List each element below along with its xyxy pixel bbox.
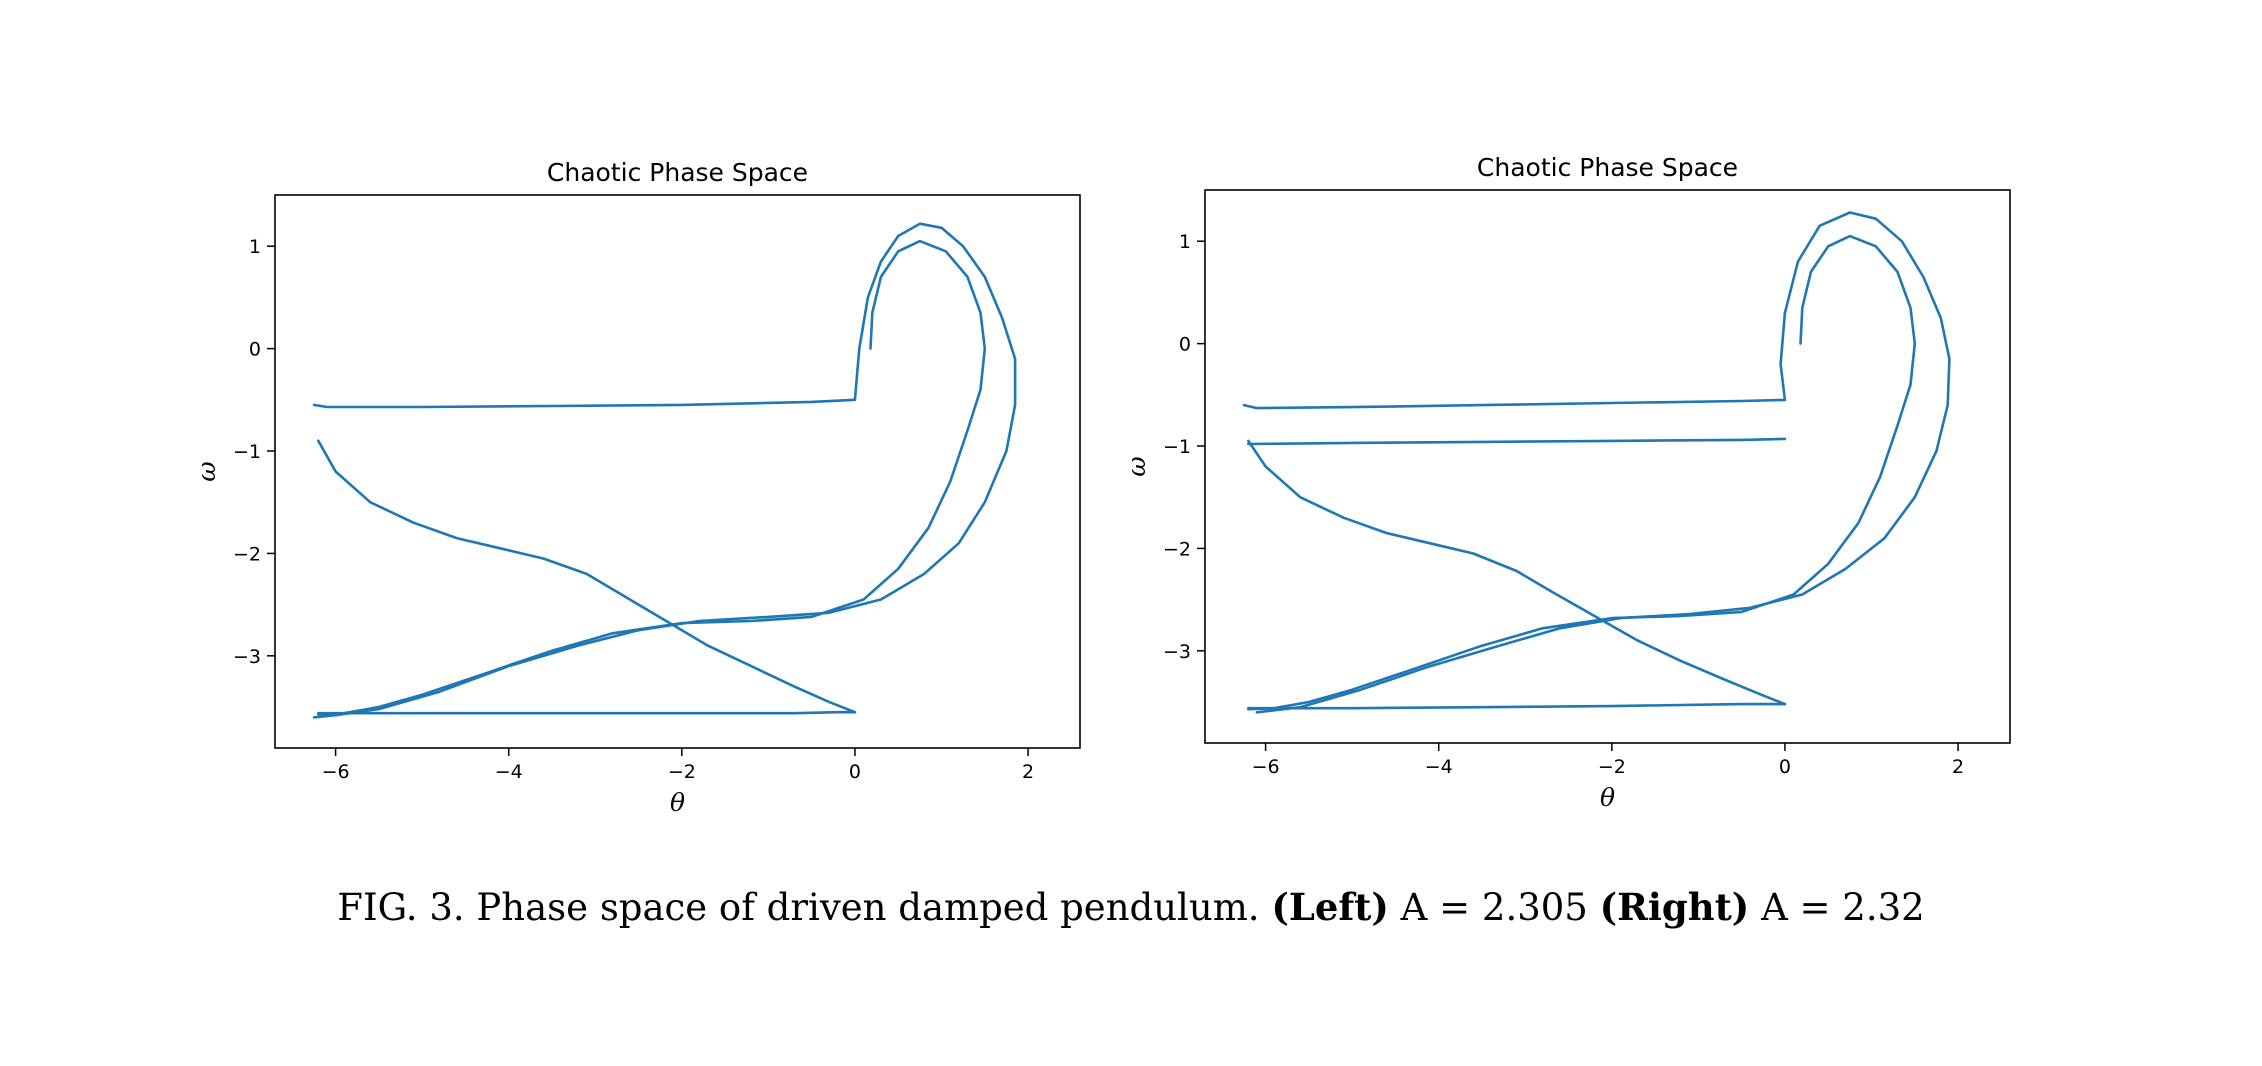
plot-title: Chaotic Phase Space	[547, 158, 808, 187]
y-tick-label: 1	[1179, 231, 1191, 253]
x-tick-label: 0	[1779, 756, 1791, 778]
figure-caption: FIG. 3. Phase space of driven damped pen…	[0, 885, 2262, 929]
axes-frame	[1204, 189, 2011, 744]
x-axis-label: θ	[670, 788, 685, 817]
x-tick-label: 0	[849, 761, 861, 783]
caption-right-value: A = 2.32	[1761, 886, 1925, 929]
y-tick-label: 0	[1179, 334, 1191, 356]
trace-line-2	[1247, 702, 1787, 710]
x-tick-label: 2	[1022, 761, 1034, 783]
caption-left-value: A = 2.305	[1400, 886, 1588, 929]
trace-line-4	[1247, 437, 1787, 446]
x-tick-label: −4	[495, 761, 523, 783]
trace-line-3	[317, 439, 857, 714]
trace-line-3	[1247, 439, 1787, 706]
caption-right-label: (Right)	[1599, 885, 1750, 929]
y-tick-label: −2	[233, 543, 261, 565]
y-tick-label: −3	[1163, 641, 1191, 663]
y-tick-label: −3	[233, 646, 261, 668]
x-tick-label: −2	[1598, 756, 1626, 778]
caption-left-label: (Left)	[1271, 885, 1389, 929]
x-axis-label: θ	[1600, 783, 1615, 812]
caption-prefix: FIG. 3. Phase space of driven damped pen…	[337, 886, 1260, 929]
trace-group	[1242, 211, 1951, 714]
y-tick-label: −1	[1163, 436, 1191, 458]
y-tick-label: 1	[249, 236, 261, 258]
x-tick-label: −6	[322, 761, 350, 783]
x-tick-label: −2	[668, 761, 696, 783]
x-tick-label: −6	[1252, 756, 1280, 778]
y-tick-label: −2	[1163, 538, 1191, 560]
trace-line-2	[317, 710, 857, 715]
trace-line-1	[317, 239, 987, 716]
x-tick-label: −4	[1425, 756, 1453, 778]
y-tick-label: −1	[233, 441, 261, 463]
trace-line-5	[1242, 398, 1787, 410]
x-tick-label: 2	[1952, 756, 1964, 778]
trace-line-5	[312, 222, 1017, 719]
phase-plot-right: Chaotic Phase Space −6 −4 −2 0 2 1 0 −1 −2 −3 θ ω	[1122, 153, 2011, 812]
y-tick-label: 0	[249, 339, 261, 361]
phase-plot-left: Chaotic Phase Space −6 −4 −2 0 2 1 0 −1 −2 −3 θ ω	[192, 158, 1081, 817]
plot-title: Chaotic Phase Space	[1477, 153, 1738, 182]
trace-line-6	[1255, 211, 1951, 714]
y-axis-label: ω	[192, 461, 221, 481]
axes-frame	[274, 194, 1081, 749]
y-axis-label: ω	[1122, 456, 1151, 476]
trace-line-1	[1247, 234, 1917, 711]
trace-line-4	[312, 398, 857, 409]
trace-group	[312, 222, 1017, 719]
